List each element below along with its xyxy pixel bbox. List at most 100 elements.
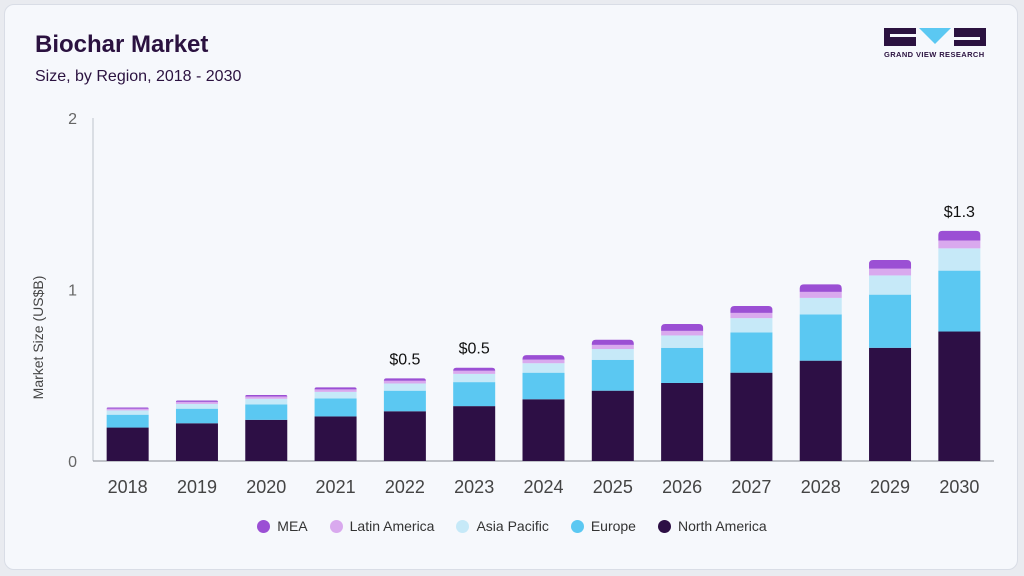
y-axis-label: Market Size (US$B) [30,276,46,400]
bar-mea-2030 [938,230,981,241]
bar-mea-2018 [106,407,149,409]
bar-asia-pacific-2018 [106,410,149,415]
legend-label: Europe [590,518,636,534]
bar-mea-2019 [175,400,218,402]
chart-card: Biochar Market Size, by Region, 2018 - 2… [4,4,1018,570]
bar-europe-2023 [453,382,496,407]
bar-asia-pacific-2027 [730,318,773,333]
logo-mark-icon [884,28,986,46]
bar-europe-2030 [938,270,981,332]
data-label-2023: $0.5 [459,341,490,358]
y-tick-label: 1 [68,283,77,300]
x-tick-label-2021: 2021 [316,477,356,497]
x-tick-label-2025: 2025 [593,477,633,497]
bar-latin-america-2023 [453,370,496,374]
bar-asia-pacific-2021 [314,391,357,399]
bar-north-america-2027 [730,372,773,461]
bar-latin-america-2024 [522,359,565,364]
bar-north-america-2019 [175,423,218,461]
bar-europe-2020 [245,404,288,420]
bar-europe-2025 [591,359,634,391]
bar-asia-pacific-2030 [938,248,981,271]
legend-label: MEA [277,518,308,534]
bar-latin-america-2025 [591,344,634,350]
x-tick-label-2023: 2023 [454,477,494,497]
data-label-2022: $0.5 [389,351,420,368]
legend-swatch [657,519,671,533]
legend-item-asia-pacific: Asia Pacific [456,518,549,534]
bar-latin-america-2018 [106,408,149,411]
bar-asia-pacific-2024 [522,363,565,373]
x-tick-label-2028: 2028 [801,477,841,497]
bar-mea-2025 [591,339,634,345]
bar-mea-2027 [730,305,773,313]
x-tick-label-2024: 2024 [523,477,563,497]
bar-europe-2018 [106,414,149,428]
bar-latin-america-2030 [938,240,981,249]
y-tick-label: 0 [68,454,77,471]
bar-latin-america-2022 [383,380,426,384]
bar-north-america-2026 [661,382,704,461]
bar-north-america-2030 [938,331,981,461]
bar-mea-2028 [799,284,842,292]
x-tick-label-2022: 2022 [385,477,425,497]
legend-label: North America [677,518,767,534]
legend-swatch [456,519,470,533]
data-label-2030: $1.3 [944,204,975,221]
bar-mea-2026 [661,323,704,331]
bar-latin-america-2026 [661,330,704,336]
bar-mea-2021 [314,387,357,390]
legend-item-mea: MEA [257,518,308,534]
bar-asia-pacific-2025 [591,349,634,360]
x-tick-label-2029: 2029 [870,477,910,497]
bar-north-america-2025 [591,390,634,461]
legend-swatch [570,519,584,533]
legend-item-europe: Europe [570,518,636,534]
x-tick-label-2026: 2026 [662,477,702,497]
bar-europe-2026 [661,347,704,383]
x-tick-label-2020: 2020 [246,477,286,497]
x-tick-label-2019: 2019 [177,477,217,497]
legend-label: Asia Pacific [476,518,549,534]
bar-mea-2022 [383,378,426,381]
legend-item-north-america: North America [657,518,767,534]
chart-subtitle: Size, by Region, 2018 - 2030 [35,68,242,85]
legend-swatch [329,519,343,533]
bar-north-america-2020 [245,419,288,461]
bar-north-america-2029 [869,347,912,461]
bar-north-america-2023 [453,406,496,461]
legend-swatch [257,519,271,533]
x-tick-label-2018: 2018 [108,477,148,497]
x-tick-label-2030: 2030 [939,477,979,497]
legend-item-latin-america: Latin America [329,518,434,534]
bar-latin-america-2027 [730,312,773,319]
grand-view-research-logo: GRAND VIEW RESEARCH [884,28,986,60]
bar-asia-pacific-2022 [383,383,426,391]
bar-mea-2023 [453,367,496,371]
bar-mea-2024 [522,355,565,360]
x-tick-label-2027: 2027 [731,477,771,497]
bar-north-america-2024 [522,399,565,461]
bar-europe-2022 [383,390,426,412]
bar-latin-america-2029 [869,268,912,276]
bar-asia-pacific-2028 [799,297,842,315]
bar-europe-2024 [522,372,565,400]
bar-asia-pacific-2023 [453,373,496,383]
bar-europe-2027 [730,332,773,373]
bar-mea-2029 [869,260,912,269]
bar-europe-2029 [869,294,912,348]
chart-legend: MEA Latin America Asia Pacific Europe North … [0,516,1024,536]
bar-latin-america-2019 [175,401,218,404]
bar-north-america-2021 [314,416,357,461]
bar-latin-america-2028 [799,291,842,298]
bar-asia-pacific-2026 [661,335,704,348]
bar-europe-2028 [799,314,842,361]
bar-north-america-2022 [383,411,426,461]
bar-asia-pacific-2029 [869,275,912,295]
bar-asia-pacific-2019 [175,403,218,409]
y-tick-label: 2 [68,111,77,128]
bar-north-america-2018 [106,427,149,461]
bar-mea-2020 [245,394,288,397]
chart-title: Biochar Market [35,31,209,58]
